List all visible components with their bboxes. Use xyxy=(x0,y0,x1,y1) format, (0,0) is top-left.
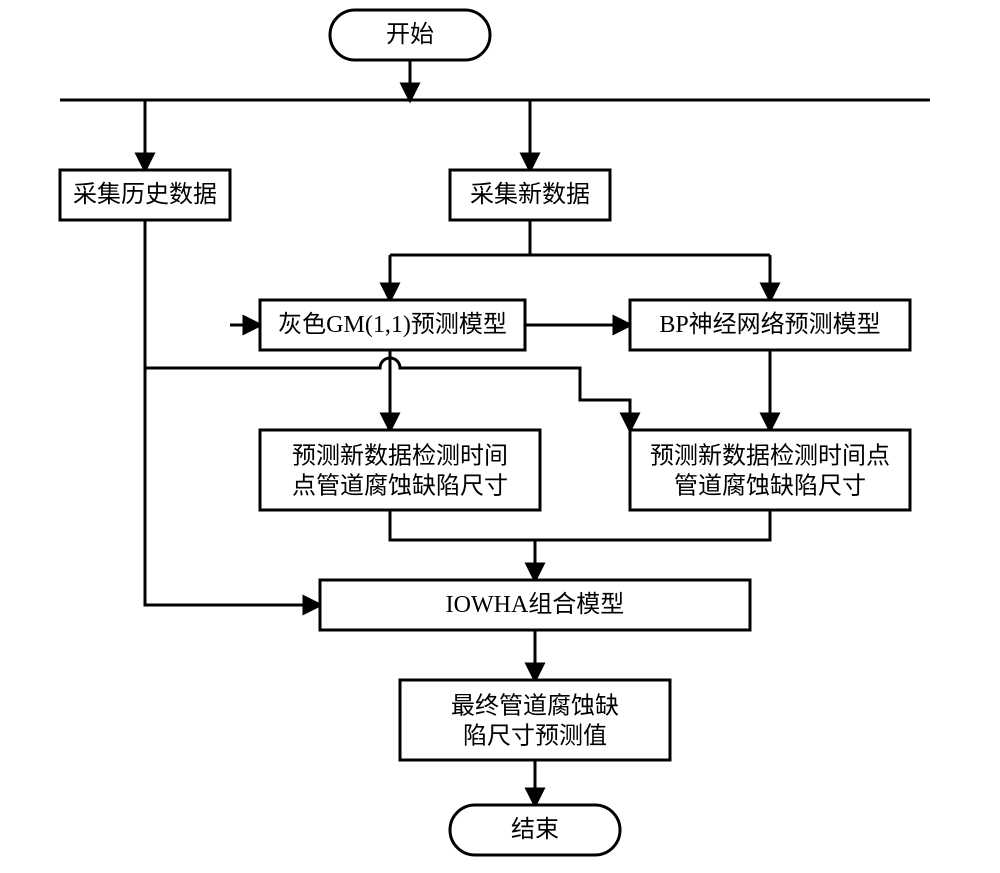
edge xyxy=(145,220,320,605)
edge xyxy=(580,385,630,430)
node-predLeft: 预测新数据检测时间点管道腐蚀缺陷尺寸 xyxy=(260,430,540,510)
node-end: 结束 xyxy=(450,805,620,855)
node-gmModel: 灰色GM(1,1)预测模型 xyxy=(260,300,525,350)
node-label: 采集历史数据 xyxy=(73,181,217,208)
node-newData: 采集新数据 xyxy=(450,170,610,220)
node-final: 最终管道腐蚀缺陷尺寸预测值 xyxy=(400,680,670,760)
nodes: 开始采集历史数据 采集新数据灰色GM(1,1)预测模型 BP神经网络预测模型预测新数… xyxy=(60,10,910,855)
node-label: IOWHA组合模型 xyxy=(446,591,625,618)
node-iowha: IOWHA组合模型 xyxy=(320,580,750,630)
node-label: 灰色GM(1,1)预测模型 xyxy=(278,311,507,338)
node-bpModel: BP神经网络预测模型 xyxy=(630,300,910,350)
node-label: 开始 xyxy=(386,21,434,48)
node-histData: 采集历史数据 xyxy=(60,170,230,220)
edge xyxy=(390,510,770,540)
node-label: BP神经网络预测模型 xyxy=(659,311,880,338)
node-label: 采集新数据 xyxy=(470,181,590,208)
edge xyxy=(145,358,580,385)
node-start: 开始 xyxy=(330,10,490,60)
node-label: 结束 xyxy=(511,816,559,843)
node-predRight: 预测新数据检测时间点管道腐蚀缺陷尺寸 xyxy=(630,430,910,510)
